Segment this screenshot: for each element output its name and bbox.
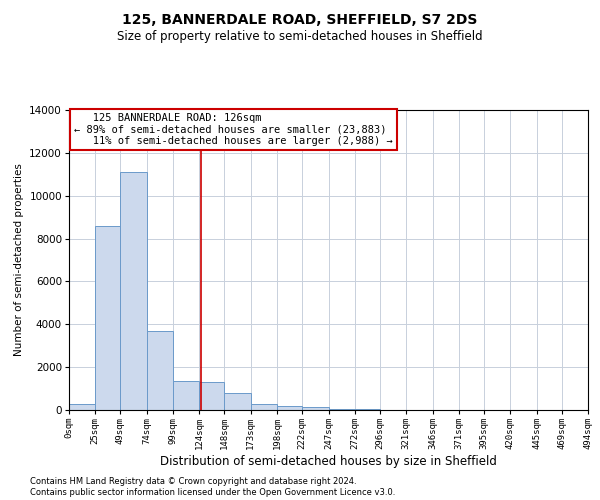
Bar	[69, 404, 95, 410]
Text: Size of property relative to semi-detached houses in Sheffield: Size of property relative to semi-detach…	[117, 30, 483, 43]
Text: 125, BANNERDALE ROAD, SHEFFIELD, S7 2DS: 125, BANNERDALE ROAD, SHEFFIELD, S7 2DS	[122, 12, 478, 26]
Bar	[251, 404, 277, 410]
Text: Contains public sector information licensed under the Open Government Licence v3: Contains public sector information licen…	[30, 488, 395, 497]
Text: 125 BANNERDALE ROAD: 126sqm
← 89% of semi-detached houses are smaller (23,883)
 : 125 BANNERDALE ROAD: 126sqm ← 89% of sem…	[74, 113, 393, 146]
Bar	[277, 406, 302, 410]
Bar	[224, 393, 251, 410]
Text: Contains HM Land Registry data © Crown copyright and database right 2024.: Contains HM Land Registry data © Crown c…	[30, 477, 356, 486]
Bar	[95, 226, 121, 410]
Bar	[121, 172, 147, 410]
Bar	[302, 407, 329, 410]
Y-axis label: Number of semi-detached properties: Number of semi-detached properties	[14, 164, 24, 356]
Bar	[173, 381, 199, 410]
Bar	[329, 409, 355, 410]
Bar	[147, 330, 173, 410]
X-axis label: Distribution of semi-detached houses by size in Sheffield: Distribution of semi-detached houses by …	[160, 455, 497, 468]
Bar	[199, 382, 224, 410]
